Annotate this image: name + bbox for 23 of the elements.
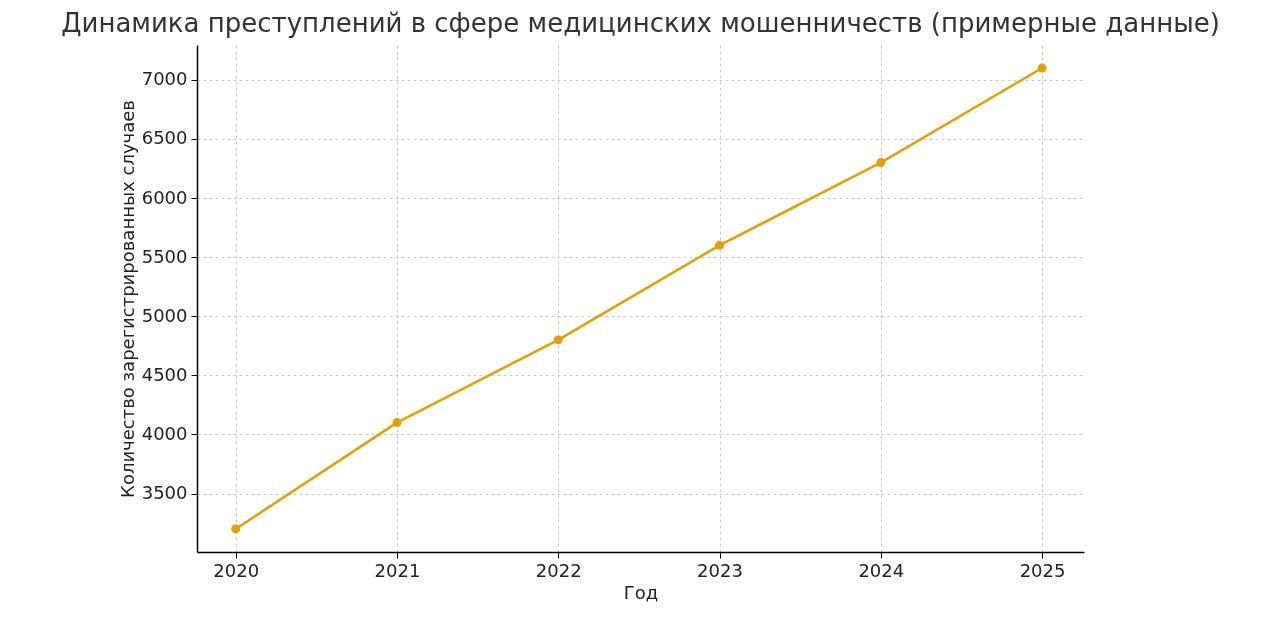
point [876, 158, 886, 168]
x-tick-label: 2021 [374, 559, 421, 581]
x-tick-label: 2022 [535, 559, 582, 581]
point [392, 418, 402, 428]
y-tick-label: 6000 [141, 186, 188, 208]
y-axis-title: Количество зарегистрированных случаев [116, 100, 138, 498]
chart-title: Динамика преступлений в сфере медицинских мошенничеств (примерные данные) [61, 8, 1220, 38]
y-tick-label: 5500 [141, 245, 188, 267]
point [553, 335, 563, 345]
point [231, 524, 241, 534]
x-axis-title: Год [623, 581, 659, 603]
point [1037, 63, 1047, 73]
y-tick-label: 5000 [141, 304, 188, 326]
y-tick-label: 4500 [141, 363, 188, 385]
x-tick-label: 2024 [858, 559, 905, 581]
point [715, 240, 724, 250]
y-tick-label: 7000 [141, 68, 188, 90]
y-tick-label: 6500 [141, 127, 188, 149]
x-tick-label: 2025 [1019, 559, 1066, 581]
x-tick-label: 2023 [697, 559, 743, 581]
y-tick-label: 4000 [141, 422, 188, 444]
x-tick-label: 2020 [213, 559, 260, 581]
y-tick-label: 3500 [141, 482, 188, 503]
